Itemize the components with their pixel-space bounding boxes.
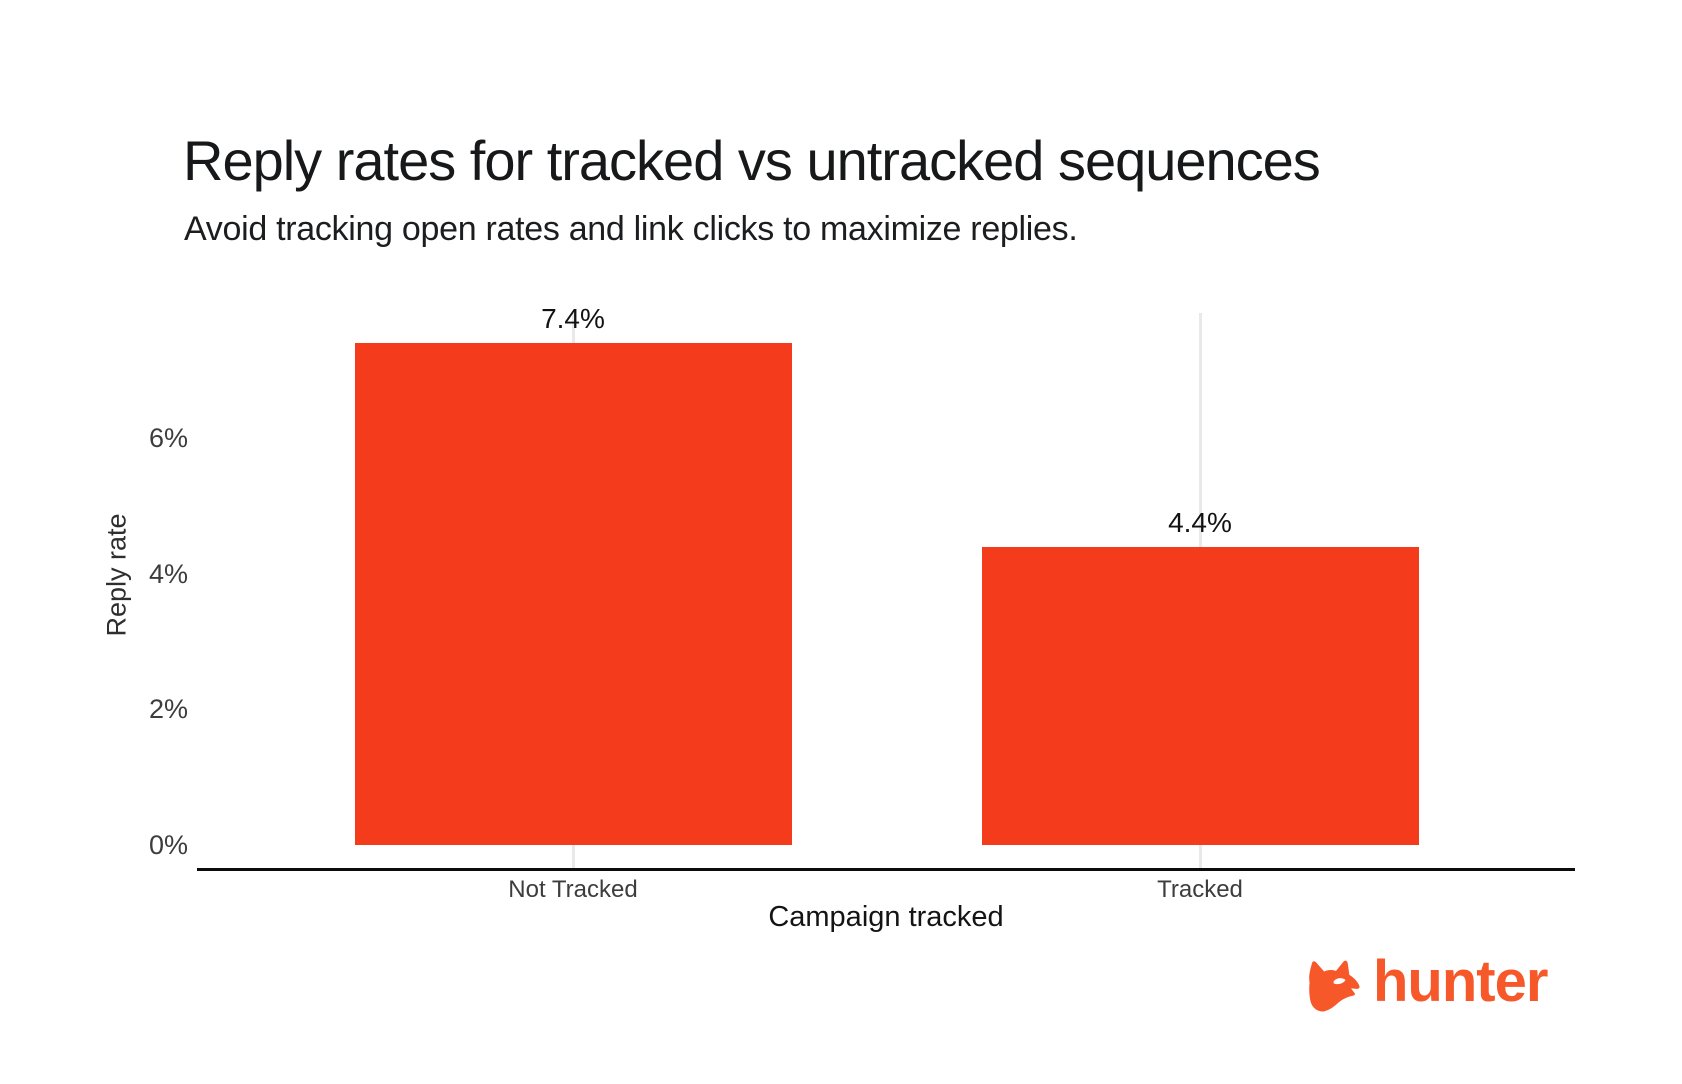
y-tick-label: 4% [148, 559, 188, 589]
bar-not-tracked [354, 343, 792, 845]
y-tick-label: 6% [148, 423, 188, 453]
fox-head-icon [1309, 960, 1360, 1012]
y-tick-label: 2% [148, 694, 188, 724]
chart-subtitle: Avoid tracking open rates and link click… [184, 210, 1078, 248]
chart-title: Reply rates for tracked vs untracked seq… [183, 129, 1321, 192]
x-axis-line [197, 868, 1575, 871]
bar-tracked [981, 547, 1419, 845]
logo-wordmark: hunter [1373, 949, 1548, 1014]
x-tick-label: Tracked [1157, 876, 1243, 903]
y-tick-label: 0% [148, 830, 188, 860]
x-axis-title: Campaign tracked [768, 901, 1004, 933]
bar-value-label: 4.4% [1168, 507, 1232, 538]
hunter-logo: hunter [1304, 949, 1548, 1014]
bar-value-label: 7.4% [541, 303, 605, 334]
x-tick-label: Not Tracked [508, 876, 638, 903]
